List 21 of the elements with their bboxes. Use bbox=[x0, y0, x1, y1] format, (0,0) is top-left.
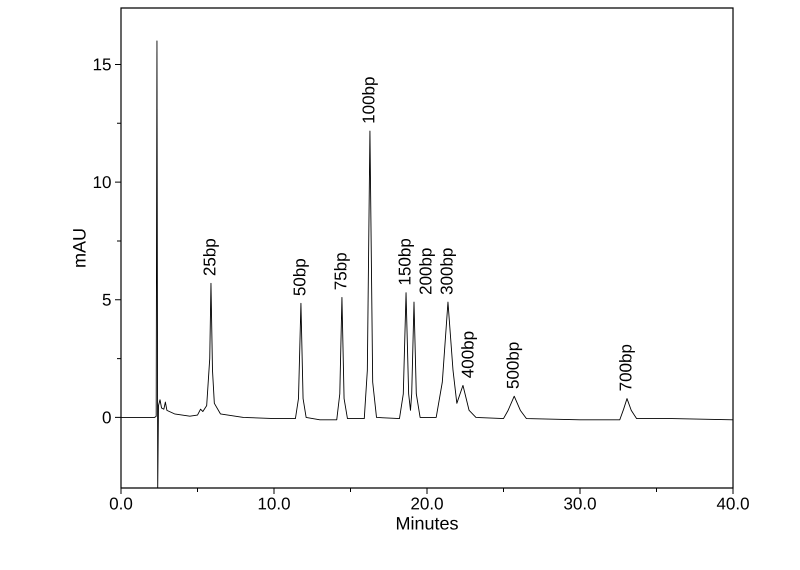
annotation: 200bp bbox=[419, 248, 435, 294]
annotation: 75bp bbox=[334, 253, 350, 290]
annotation: 25bp bbox=[203, 239, 219, 276]
annotation: 700bp bbox=[619, 344, 635, 391]
x-tick-label: 10.0 bbox=[258, 498, 290, 510]
y-tick-label: 5 bbox=[102, 294, 111, 306]
x-tick-label: 0.0 bbox=[110, 498, 132, 510]
y-axis-title: mAU bbox=[73, 229, 86, 267]
x-tick-label: 20.0 bbox=[411, 498, 443, 510]
x-tick-label: 40.0 bbox=[716, 498, 749, 510]
y-tick-label: 10 bbox=[94, 176, 111, 188]
x-axis-title: Minutes bbox=[396, 516, 458, 530]
annotation: 300bp bbox=[440, 248, 456, 294]
y-tick-label: 0 bbox=[102, 411, 111, 424]
annotation: 500bp bbox=[506, 342, 522, 388]
annotation: 100bp bbox=[362, 77, 378, 123]
annotation: 150bp bbox=[398, 238, 414, 284]
y-tick-label: 15 bbox=[94, 58, 111, 70]
x-tick-label: 30.0 bbox=[564, 498, 596, 510]
annotation: 400bp bbox=[461, 332, 477, 378]
annotation: 50bp bbox=[293, 259, 309, 296]
